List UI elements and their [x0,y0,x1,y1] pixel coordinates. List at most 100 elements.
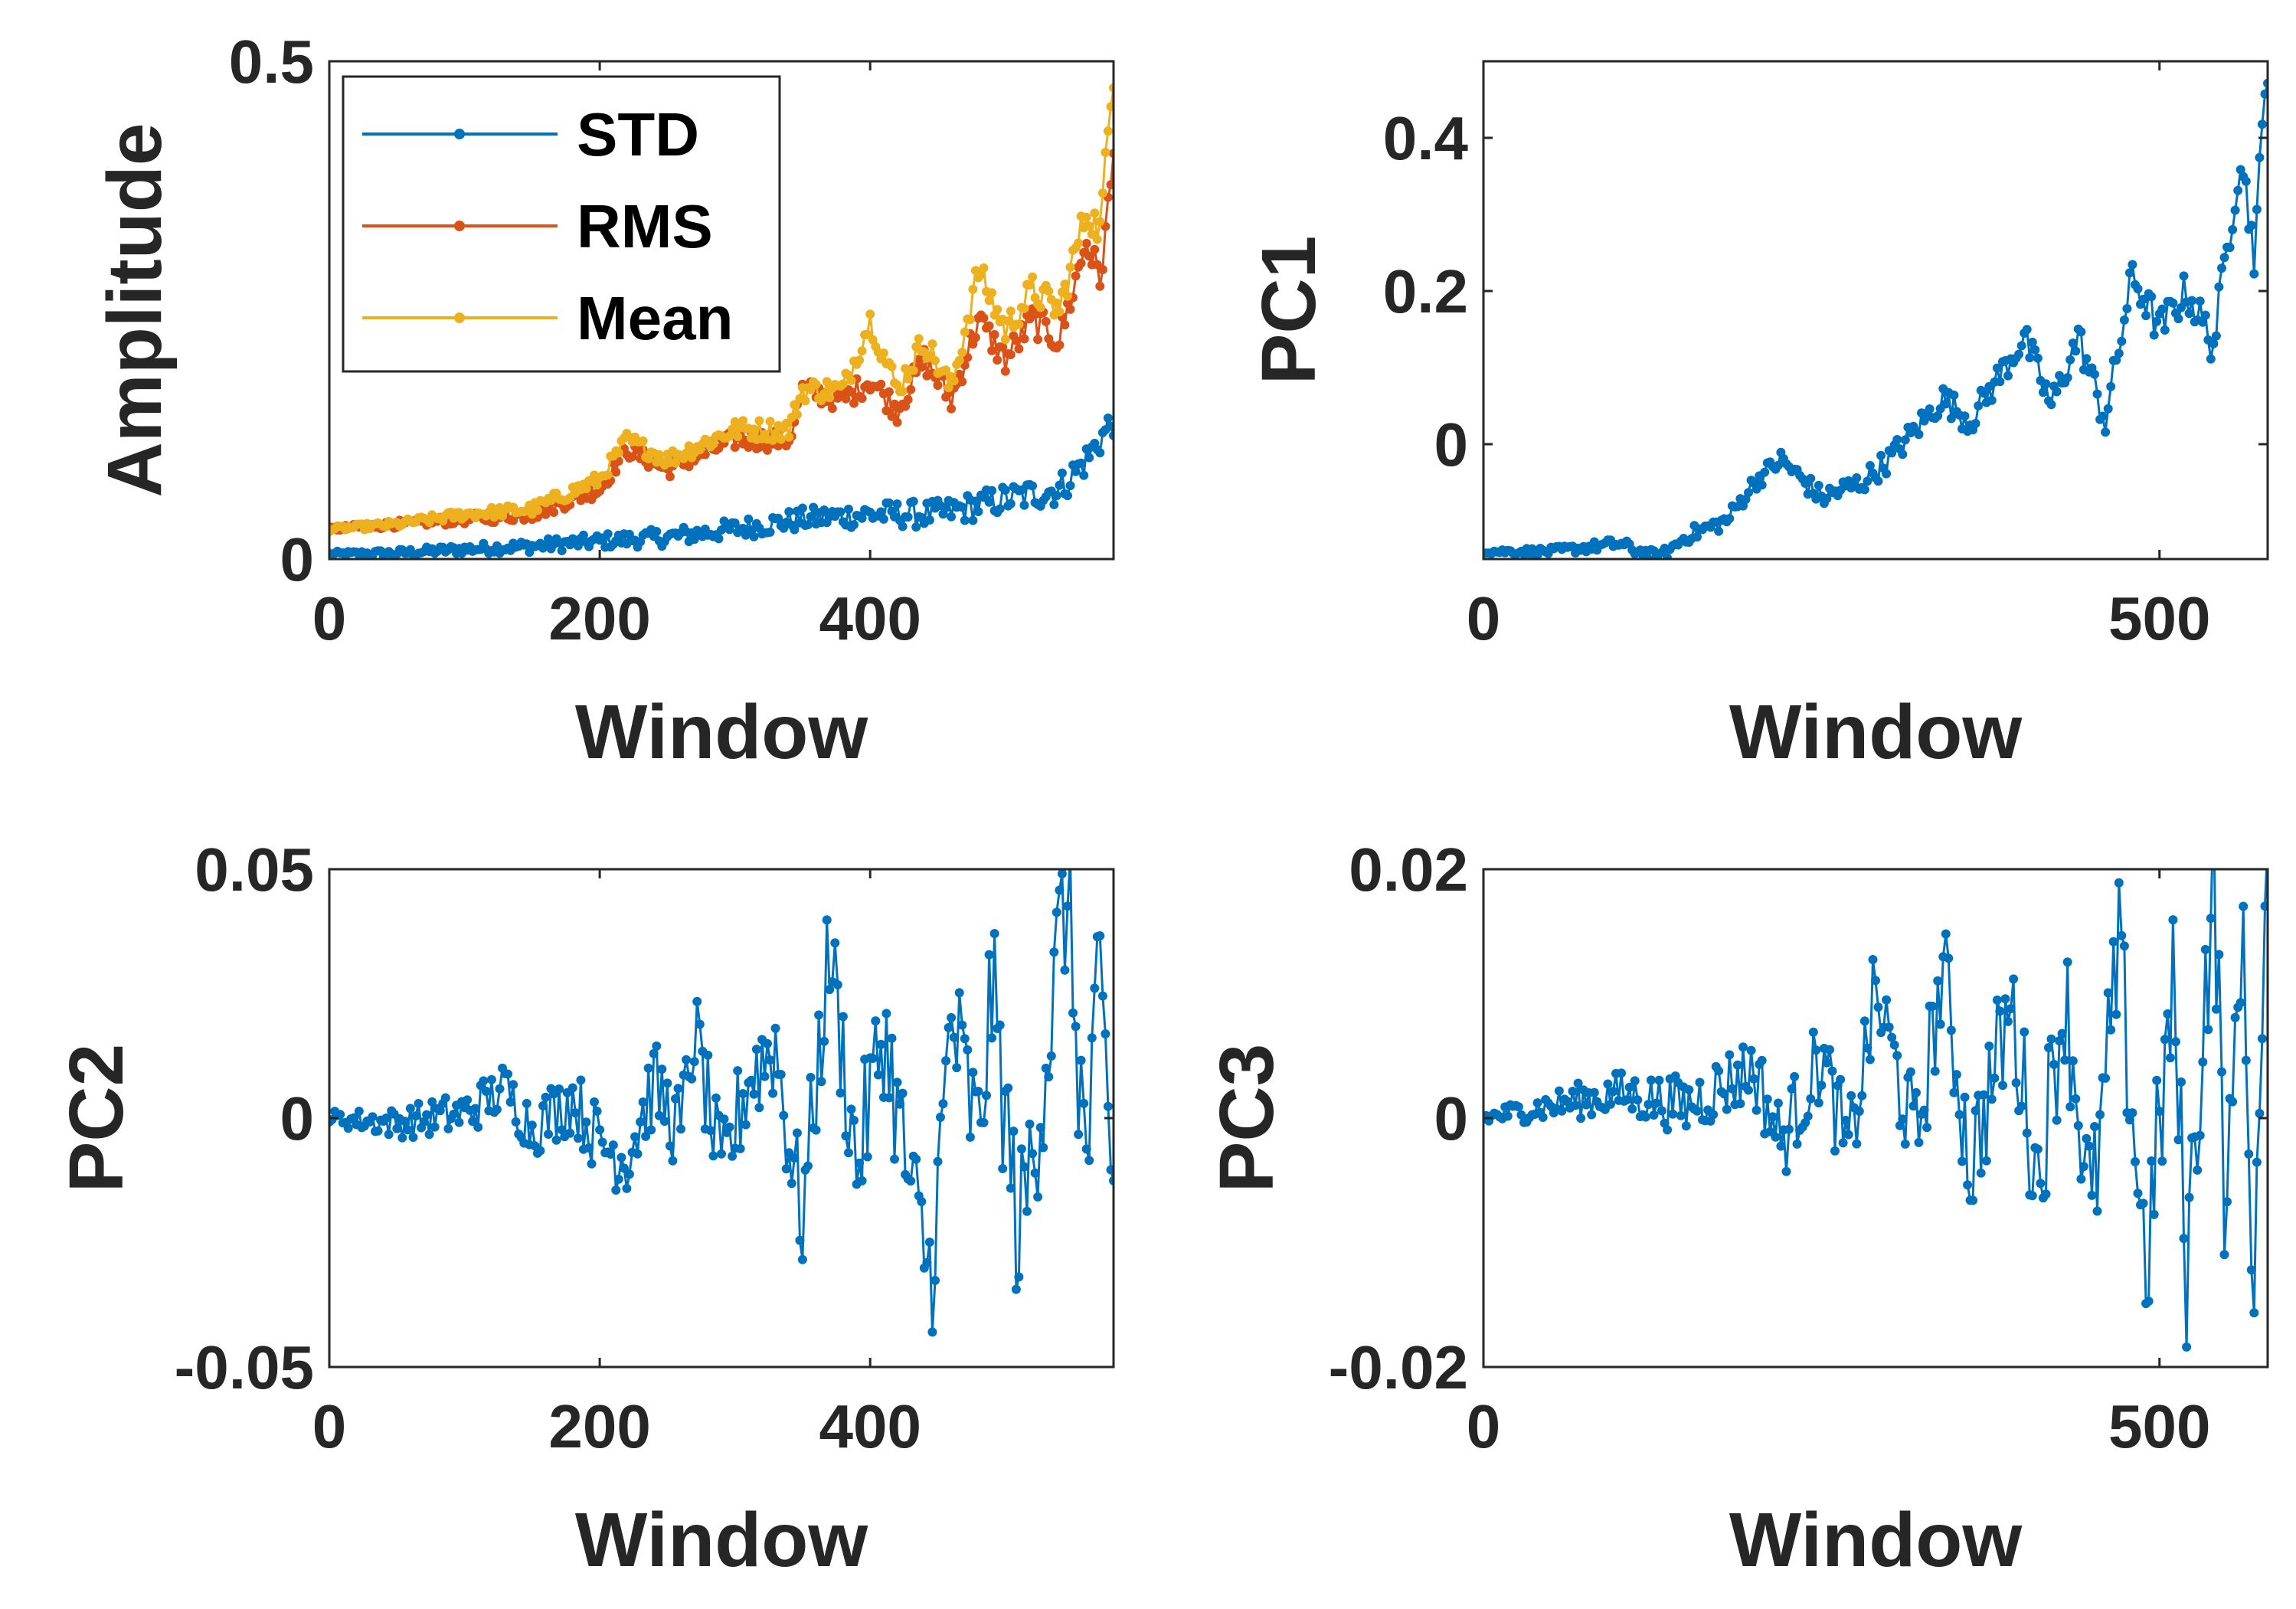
data-point [2071,1094,2081,1104]
data-point [790,400,800,410]
data-point [2228,224,2238,234]
data-point [711,1093,721,1103]
data-point [603,470,613,479]
data-point [1987,1094,1997,1104]
legend-label-mean: Mean [577,284,734,352]
data-point [987,345,997,355]
data-point [989,329,999,339]
data-point [1014,319,1024,329]
data-point [957,348,967,358]
data-point [1822,494,1832,503]
data-point [2168,915,2178,925]
data-point [730,443,740,452]
data-point [765,417,775,427]
data-point [814,1010,824,1020]
data-point [1954,1110,1964,1120]
data-point [1084,251,1094,261]
data-point [463,1095,473,1105]
data-point [2255,1108,2265,1118]
data-point [2133,1189,2143,1199]
data-point [576,1075,586,1085]
data-point [1735,1099,1745,1109]
data-point [1693,1106,1702,1116]
data-point [1725,514,1735,524]
data-point [1049,947,1059,957]
data-point [887,361,897,371]
data-point [954,988,964,998]
data-point [841,394,851,404]
data-point [873,1070,883,1080]
data-point [1889,1040,1899,1050]
data-point [2076,327,2086,337]
axes-box [1482,868,2269,1369]
data-point [384,1130,394,1140]
data-point [911,1154,921,1164]
data-point [2219,1250,2229,1260]
data-point [1946,1025,1956,1035]
data-point [2065,1102,2075,1112]
data-point [1092,234,1102,244]
data-point [949,1032,959,1042]
data-point [1049,499,1059,509]
data-point [1868,955,1878,964]
data-point [1935,1019,1945,1029]
data-point [2068,338,2078,348]
data-point [2157,1156,2167,1166]
data-point [627,452,637,462]
data-point [1914,1137,1924,1147]
data-point [630,1132,639,1142]
data-point [1633,1095,1643,1105]
data-point [744,514,754,524]
data-point [682,1055,692,1064]
data-point [1076,258,1086,268]
data-point [1060,320,1070,330]
data-point [671,1094,680,1104]
data-point [659,1117,669,1127]
data-point [2025,353,2035,363]
data-point [903,394,913,404]
data-point [1863,476,1872,486]
data-point [2246,1265,2256,1275]
data-point [1784,1124,1794,1134]
x-tick-label: 0 [1467,1392,1501,1460]
data-point [800,396,810,406]
data-point [2041,379,2051,389]
data-point [849,398,859,408]
data-point [2144,1297,2154,1306]
data-point [1933,411,1943,420]
data-point [1063,291,1072,301]
data-point [792,1128,802,1138]
data-point [1103,1101,1113,1111]
data-point [1074,1130,1084,1140]
data-point [1808,1027,1818,1037]
data-point [2233,185,2243,195]
y-axis-label: PC1 [1246,236,1332,385]
data-point [1919,416,1929,426]
data-point [924,515,934,525]
data-point [1052,908,1061,917]
data-point [1000,486,1010,495]
data-point [2101,427,2111,437]
data-point [751,1045,761,1055]
data-point [1003,1083,1013,1093]
data-point [1803,1111,1813,1121]
x-tick-label: 500 [2108,584,2210,652]
legend-marker [454,221,465,231]
data-point [1097,991,1107,1001]
data-point [411,1111,420,1121]
data-point [984,296,994,306]
data-point [2062,373,2072,383]
data-point [1990,1073,2000,1083]
data-point [2152,1075,2162,1085]
data-point [1684,1085,1694,1094]
data-point [665,472,675,482]
data-point [987,288,997,298]
data-point [1006,306,1016,316]
data-point [692,996,702,1006]
data-point [803,1161,813,1171]
data-point [1011,335,1021,345]
data-point [578,530,588,540]
data-point [892,417,902,427]
data-point [2263,834,2272,843]
data-point [1568,1087,1578,1096]
